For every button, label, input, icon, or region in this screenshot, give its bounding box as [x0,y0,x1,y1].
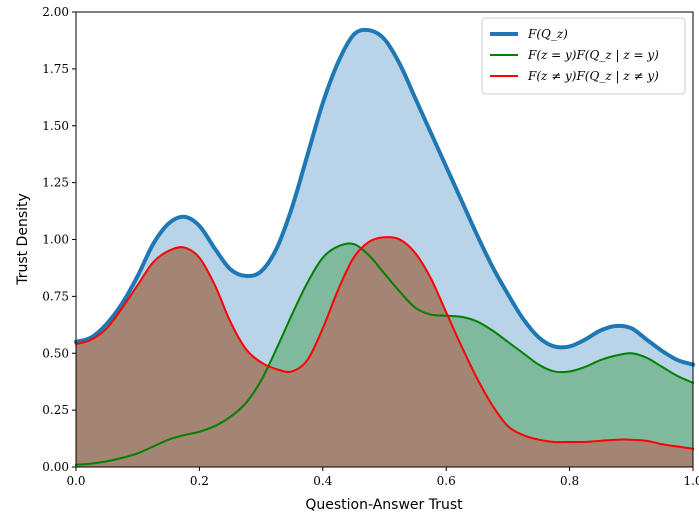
y-tick-label: 0.50 [42,346,69,360]
y-tick-label: 0.25 [42,403,69,417]
x-tick-label: 0.2 [190,474,209,488]
y-tick-label: 1.50 [42,119,69,133]
series-line-incorrect [75,236,694,450]
x-tick-label: 0.0 [66,474,85,488]
area-fill-incorrect [76,237,693,467]
x-tick-label: 0.6 [437,474,456,488]
series-line-fq [74,27,695,367]
legend-label-fq: F(Q_z) [527,27,568,41]
x-tick-label: 1.0 [683,474,699,488]
y-tick-label: 1.00 [42,233,69,247]
y-axis-ticks: 0.00 0.25 0.50 0.75 1.00 1.25 1.50 1.75 2.00 [42,5,76,474]
y-axis-label: Trust Density [15,193,31,286]
y-tick-label: 1.75 [42,62,69,76]
y-tick-label: 2.00 [42,5,69,19]
legend-label-incorrect: F(z ≠ y)F(Q_z | z ≠ y) [527,69,659,83]
legend: F(Q_z) F(z = y)F(Q_z | z = y) F(z ≠ y)F(Q_… [481,17,686,95]
x-axis-ticks: 0.0 0.2 0.4 0.6 0.8 1.0 [66,467,699,488]
x-axis-label: Question-Answer Trust [305,497,463,513]
series-line-correct [75,242,694,466]
legend-label-correct: F(z = y)F(Q_z | z = y) [527,48,659,62]
x-tick-label: 0.4 [313,474,332,488]
area-fills [76,29,693,467]
series-lines [74,27,695,466]
y-tick-label: 1.25 [42,176,69,190]
y-tick-label: 0.00 [42,460,69,474]
x-tick-label: 0.8 [560,474,579,488]
y-tick-label: 0.75 [42,289,69,303]
legend-box [481,17,686,95]
